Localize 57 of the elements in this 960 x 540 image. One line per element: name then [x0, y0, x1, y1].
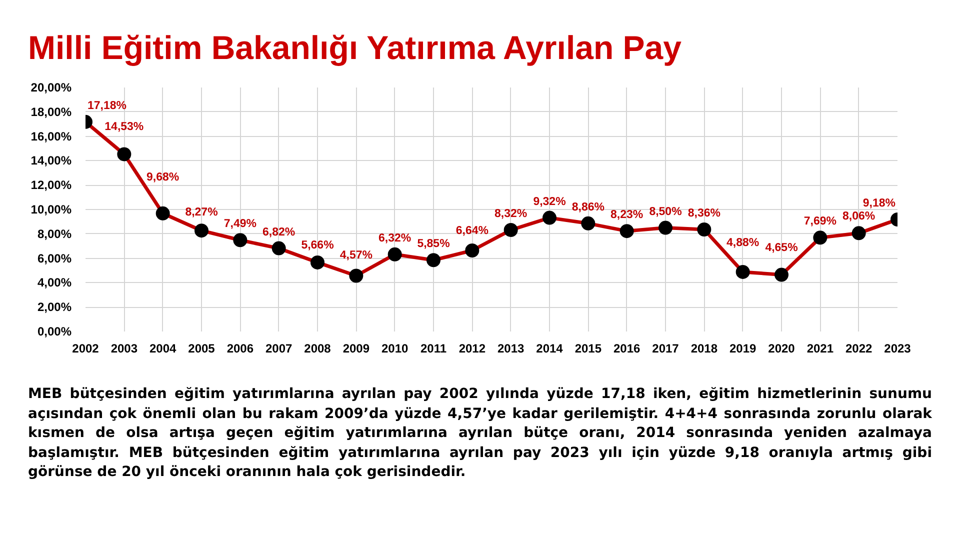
x-tick-label: 2013: [497, 342, 525, 356]
text: MEB bütçesinden eğitim yatırımlarına ayrılan pay 2002 yılında yüzde 17,18 iken, eğitim hizmetlerinin sunumu açısından çok önemli olan bu rakam 2009’da yüzde 4,57’ye kadar gerilemiştir. 4+4+4 sonrasında zorunlu olarak kısmen de olsa artışa geçen eğitim yatırımlarına ayrılan bütçe oranı, 2014 sonrasında yeniden azalmaya başlamıştır. MEB bütçesinden eğitim yatırımlarına ayrılan pay 2023 yılı için yüzde 9,18 oranıyla artmış gibi görünse de 20 yıl önceki oranının hala çok gerisindedir.: [28, 385, 932, 482]
x-tick-label: 2015: [574, 342, 602, 356]
data-label: 4,88%: [726, 237, 760, 250]
x-tick-label: 2004: [149, 342, 177, 356]
data-label: 9,32%: [533, 196, 566, 208]
data-label: 7,69%: [804, 216, 836, 228]
data-label: 8,50%: [649, 206, 682, 218]
data-label: 6,82%: [262, 226, 296, 238]
x-tick-label: 2019: [729, 342, 757, 356]
data-label: 8,32%: [494, 208, 528, 220]
y-tick-label: 2,00%: [37, 300, 72, 314]
y-tick-label: 18,00%: [30, 104, 72, 119]
data-label: 4,57%: [340, 250, 372, 262]
x-tick-label: 2007: [265, 342, 293, 356]
data-label: 9,68%: [146, 171, 180, 184]
data-label: 6,32%: [378, 232, 412, 244]
x-tick-label: 2016: [613, 342, 641, 356]
data-label: 8,27%: [185, 206, 218, 218]
x-tick-label: 2003: [110, 342, 138, 356]
data-label: 7,49%: [224, 218, 256, 230]
chart-title: Milli Eğitim Bakanlığı Yatırıma Ayrılan Pay: [28, 28, 682, 68]
y-tick-label: 8,00%: [37, 226, 72, 241]
y-tick-label: 10,00%: [30, 202, 72, 216]
x-tick-label: 2005: [188, 342, 216, 356]
x-tick-label: 2011: [420, 342, 447, 356]
y-tick-label: 14,00%: [30, 154, 72, 168]
data-label: 4,65%: [765, 242, 798, 254]
x-tick-label: 2020: [768, 342, 796, 356]
y-tick-label: 4,00%: [37, 276, 72, 290]
data-label: 8,86%: [572, 201, 604, 214]
x-tick-label: 2023: [884, 342, 912, 356]
data-label: 5,85%: [417, 238, 450, 250]
y-tick-label: 12,00%: [30, 178, 72, 192]
data-label: 8,36%: [688, 208, 720, 220]
x-tick-label: 2006: [226, 342, 254, 356]
y-tick-label: 16,00%: [30, 129, 72, 144]
x-tick-label: 2018: [690, 342, 718, 356]
data-label: 6,64%: [456, 224, 488, 237]
x-tick-label: 2010: [381, 342, 409, 356]
x-tick-label: 2021: [806, 342, 834, 356]
data-label: 8,23%: [610, 209, 644, 222]
data-label: 5,66%: [301, 239, 334, 252]
data-label: 14,53%: [104, 120, 144, 133]
x-tick-label: 2009: [342, 342, 370, 356]
x-tick-label: 2012: [458, 342, 486, 356]
x-tick-label: 2014: [536, 342, 564, 356]
y-tick-label: 6,00%: [37, 251, 72, 266]
data-label: 17,18%: [87, 100, 127, 112]
y-tick-label: 0,00%: [37, 324, 72, 338]
data-label: 9,18%: [862, 198, 896, 210]
x-tick-label: 2002: [72, 342, 100, 356]
x-tick-label: 2022: [845, 342, 873, 356]
data-label: 8,06%: [842, 210, 876, 222]
y-tick-label: 20,00%: [30, 80, 72, 94]
x-tick-label: 2008: [304, 342, 332, 356]
x-tick-label: 2017: [652, 342, 680, 356]
